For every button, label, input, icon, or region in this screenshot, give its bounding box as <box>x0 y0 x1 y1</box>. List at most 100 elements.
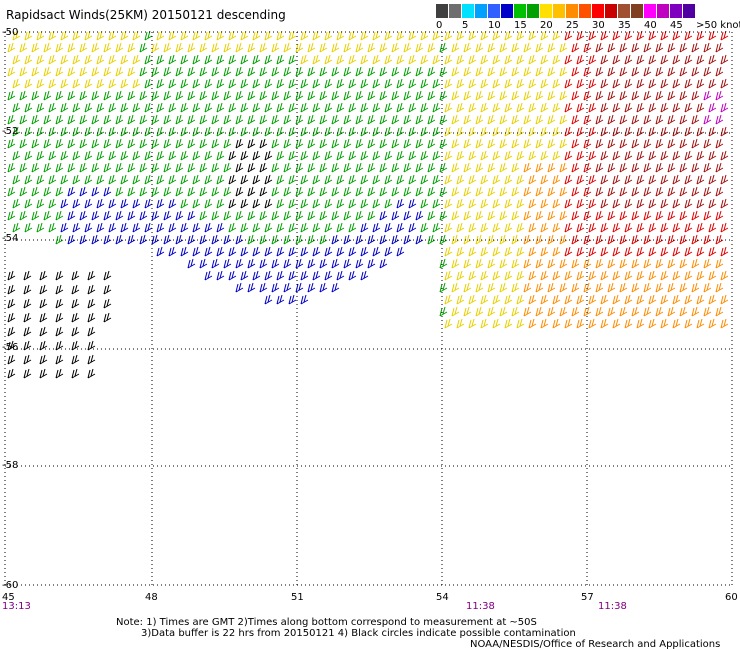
wind-barb <box>48 78 57 89</box>
wind-barb <box>720 78 729 89</box>
wind-barb <box>96 174 105 185</box>
wind-barb <box>24 78 33 89</box>
wind-barb <box>619 210 628 221</box>
wind-barb <box>151 186 160 197</box>
wind-barb <box>468 102 477 113</box>
wind-barb <box>235 90 244 101</box>
wind-barb <box>168 78 177 89</box>
wind-barb <box>48 54 57 65</box>
wind-barb <box>264 294 273 305</box>
wind-barb <box>120 30 129 41</box>
wind-barb <box>487 42 496 53</box>
color-scale-label: 20 <box>540 20 553 31</box>
wind-barb <box>667 282 676 293</box>
wind-barb <box>643 258 652 269</box>
wind-barb <box>288 30 297 41</box>
wind-barb <box>319 186 328 197</box>
wind-barb <box>607 138 616 149</box>
color-scale-swatch <box>436 4 448 18</box>
wind-barb <box>24 174 33 185</box>
wind-barb <box>643 282 652 293</box>
wind-barb <box>643 162 652 173</box>
wind-barb <box>547 210 556 221</box>
wind-barb <box>139 138 148 149</box>
wind-barb <box>607 114 616 125</box>
wind-barb <box>691 90 700 101</box>
wind-barb <box>264 150 273 161</box>
wind-barb <box>559 306 568 317</box>
color-scale-swatch <box>501 4 513 18</box>
wind-barb <box>612 294 621 305</box>
wind-barb <box>312 30 321 41</box>
wind-barb <box>691 114 700 125</box>
wind-barb <box>55 66 64 77</box>
wind-barb <box>307 258 316 269</box>
wind-barb <box>504 294 513 305</box>
wind-barb <box>672 222 681 233</box>
wind-barb <box>84 54 93 65</box>
wind-barb <box>420 222 429 233</box>
wind-barb <box>456 222 465 233</box>
wind-barb <box>619 42 628 53</box>
wind-barb <box>564 54 573 65</box>
wind-barb <box>535 138 544 149</box>
wind-barb <box>631 162 640 173</box>
wind-barb <box>12 126 21 137</box>
wind-barb <box>307 138 316 149</box>
color-scale-label: 25 <box>566 20 579 31</box>
lon-label: 57 <box>581 592 594 603</box>
wind-barb <box>504 126 513 137</box>
wind-barb <box>379 66 388 77</box>
wind-barb <box>156 222 165 233</box>
wind-barb <box>12 78 21 89</box>
wind-barb <box>691 306 700 317</box>
wind-barb <box>576 222 585 233</box>
wind-barb <box>79 138 88 149</box>
wind-barb <box>19 90 28 101</box>
wind-barb <box>511 66 520 77</box>
wind-barb <box>552 174 561 185</box>
wind-barb <box>331 186 340 197</box>
wind-barb <box>595 114 604 125</box>
wind-barb <box>492 102 501 113</box>
wind-barb <box>504 174 513 185</box>
wind-barb <box>516 222 525 233</box>
wind-barb <box>348 222 357 233</box>
wind-barb <box>672 126 681 137</box>
wind-barb <box>480 102 489 113</box>
wind-barb <box>444 174 453 185</box>
wind-barb <box>564 174 573 185</box>
wind-barb <box>355 162 364 173</box>
wind-barb <box>168 222 177 233</box>
wind-barb <box>636 126 645 137</box>
wind-barb <box>71 354 80 365</box>
wind-barb <box>187 162 196 173</box>
wind-barb <box>619 282 628 293</box>
wind-barb <box>456 78 465 89</box>
wind-barb <box>708 198 717 209</box>
wind-barb <box>283 114 292 125</box>
wind-barb <box>168 198 177 209</box>
wind-barb <box>540 126 549 137</box>
wind-barb <box>588 174 597 185</box>
wind-barb <box>655 258 664 269</box>
wind-barb <box>679 162 688 173</box>
wind-barb <box>163 90 172 101</box>
wind-barb <box>103 66 112 77</box>
wind-barb <box>696 270 705 281</box>
wind-barb <box>643 66 652 77</box>
wind-barb <box>72 150 81 161</box>
wind-barb <box>276 174 285 185</box>
wind-barb <box>84 150 93 161</box>
wind-barb <box>456 54 465 65</box>
wind-barb <box>144 78 153 89</box>
wind-barb <box>523 306 532 317</box>
wind-barb <box>619 90 628 101</box>
wind-barb <box>115 210 124 221</box>
wind-barb <box>576 270 585 281</box>
wind-barb <box>264 78 273 89</box>
wind-barb <box>480 54 489 65</box>
wind-barb <box>648 270 657 281</box>
wind-barb <box>276 102 285 113</box>
wind-barb <box>144 54 153 65</box>
